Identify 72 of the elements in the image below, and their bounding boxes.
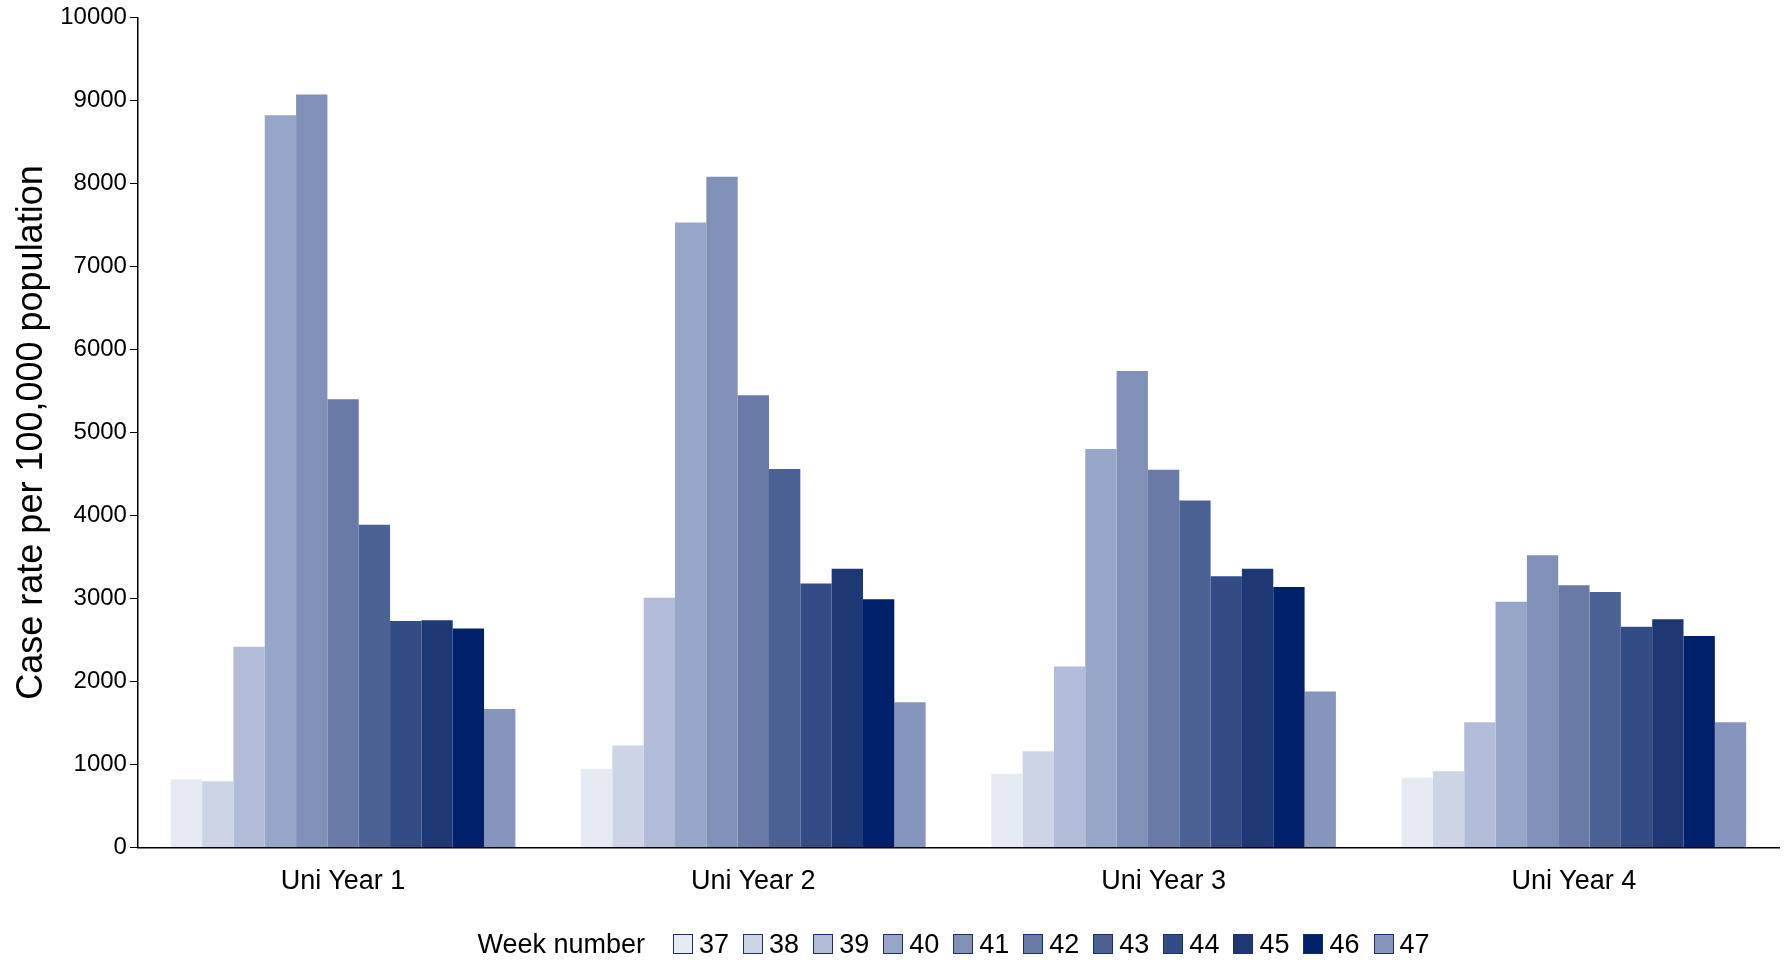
bar [1304, 691, 1336, 848]
bar [1683, 635, 1715, 848]
bar [862, 599, 895, 848]
legend-label: 42 [1049, 928, 1080, 960]
bar [675, 222, 707, 848]
y-tick-label: 10000 [60, 2, 127, 30]
bar [484, 708, 516, 848]
x-tick-label: Uni Year 2 [691, 865, 816, 896]
bar [1589, 591, 1621, 848]
bar [1526, 555, 1559, 848]
bar [1464, 722, 1496, 848]
y-tick-label: 9000 [73, 85, 127, 113]
y-tick-label: 3000 [73, 583, 127, 611]
x-tick-label: Uni Year 3 [1101, 865, 1226, 896]
bar [581, 768, 613, 848]
bar [358, 524, 391, 848]
y-tick-label: 4000 [73, 500, 127, 528]
bar [1432, 771, 1465, 848]
bar [264, 115, 297, 848]
bar [643, 597, 676, 848]
y-axis-title: Case rate per 100,000 population [8, 165, 50, 700]
bar [1620, 626, 1653, 848]
bar [831, 568, 863, 848]
y-tick-label: 5000 [73, 417, 127, 445]
y-tick-label: 2000 [73, 666, 127, 694]
bar [612, 745, 644, 848]
bar [170, 779, 203, 848]
y-tick-label: 8000 [73, 168, 127, 196]
bar [1116, 371, 1148, 848]
bar [1652, 619, 1684, 848]
legend-label: 44 [1189, 928, 1220, 960]
bar [737, 395, 769, 848]
legend-label: 43 [1119, 928, 1150, 960]
y-tick-label: 6000 [73, 334, 127, 362]
bar [1241, 568, 1274, 848]
legend-label: 38 [769, 928, 800, 960]
bar [1273, 586, 1305, 848]
bar [1179, 500, 1211, 848]
bar [1147, 469, 1180, 848]
x-tick-label: Uni Year 4 [1511, 865, 1637, 896]
x-tick-label: Uni Year 1 [280, 865, 406, 896]
legend-label: 39 [839, 928, 870, 960]
legend-label: 37 [699, 928, 730, 960]
y-tick-label: 1000 [73, 749, 127, 777]
bar [1053, 666, 1086, 848]
legend-label: 41 [979, 928, 1010, 960]
bar [452, 628, 485, 848]
bar [800, 583, 832, 848]
bar [1022, 751, 1054, 848]
legend-label: 40 [909, 928, 940, 960]
legend-title: Week number [477, 928, 646, 960]
legend-label: 46 [1329, 928, 1360, 960]
bar [706, 176, 738, 848]
bar [421, 620, 453, 848]
bar [233, 646, 265, 848]
bar [1210, 576, 1242, 848]
bar [390, 620, 422, 848]
legend-label: 47 [1399, 928, 1430, 960]
y-tick-label: 7000 [73, 251, 127, 279]
bar [202, 781, 234, 848]
bar [1085, 449, 1117, 848]
bar [1558, 585, 1590, 848]
bar [296, 94, 328, 848]
bar [894, 702, 926, 848]
bar [991, 773, 1023, 848]
bar [327, 399, 359, 848]
bar [1495, 601, 1527, 848]
bar [1714, 722, 1747, 848]
legend-label: 45 [1259, 928, 1290, 960]
bar [1401, 777, 1433, 848]
y-tick-label: 0 [113, 832, 127, 860]
bar [769, 469, 801, 848]
